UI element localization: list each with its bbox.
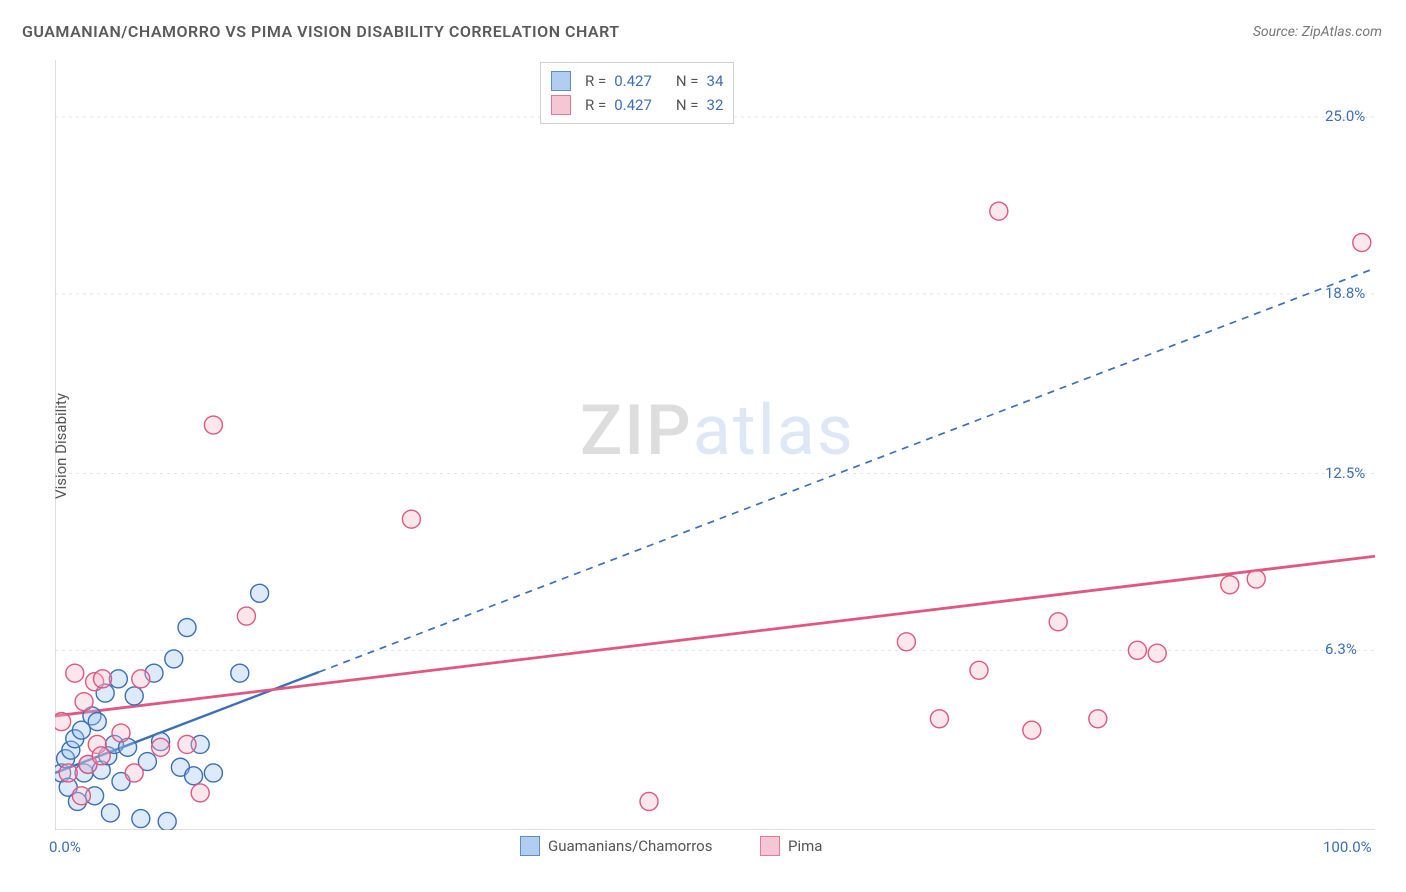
data-point (59, 764, 77, 782)
data-point (1247, 570, 1265, 588)
n-value: 32 (707, 93, 724, 117)
data-point (1089, 710, 1107, 728)
data-point (640, 792, 658, 810)
data-point (178, 735, 196, 753)
legend-swatch (760, 836, 780, 856)
n-label: N = (676, 69, 699, 93)
data-point (185, 767, 203, 785)
series-legend-item: Guamanians/Chamorros (520, 836, 712, 856)
legend-swatch (520, 836, 540, 856)
data-point (1023, 721, 1041, 739)
legend-swatch (551, 95, 571, 115)
series-legend-item: Pima (760, 836, 822, 856)
data-point (101, 804, 119, 822)
y-tick-label: 25.0% (1325, 107, 1365, 125)
data-point (251, 584, 269, 602)
data-point (132, 810, 150, 828)
data-point (1353, 234, 1371, 252)
data-point (66, 664, 84, 682)
data-point (204, 416, 222, 434)
y-tick-label: 18.8% (1325, 284, 1365, 302)
source-label: Source: ZipAtlas.com (1253, 24, 1382, 40)
stats-legend: R = 0.427 N = 34 R = 0.427 N = 32 (540, 62, 734, 124)
data-point (88, 713, 106, 731)
r-value: 0.427 (614, 93, 652, 117)
data-point (125, 764, 143, 782)
series-label: Guamanians/Chamorros (548, 837, 712, 855)
data-point (132, 670, 150, 688)
data-point (237, 607, 255, 625)
n-label: N = (676, 93, 699, 117)
data-point (178, 619, 196, 637)
stats-legend-row: R = 0.427 N = 34 (551, 69, 723, 93)
data-point (930, 710, 948, 728)
data-point (990, 202, 1008, 220)
data-point (897, 633, 915, 651)
data-point (125, 687, 143, 705)
data-point (55, 713, 71, 731)
data-point (402, 510, 420, 528)
r-value: 0.427 (614, 69, 652, 93)
data-point (1148, 644, 1166, 662)
data-point (191, 784, 209, 802)
r-label: R = (585, 93, 606, 117)
data-point (1049, 613, 1067, 631)
x-tick-label: 100.0% (1323, 838, 1372, 856)
series-label: Pima (788, 837, 822, 855)
data-point (1128, 641, 1146, 659)
data-point (112, 724, 130, 742)
r-label: R = (585, 69, 606, 93)
scatter-plot (55, 60, 1375, 830)
legend-swatch (551, 71, 571, 91)
data-point (970, 661, 988, 679)
chart-title: GUAMANIAN/CHAMORRO VS PIMA VISION DISABI… (22, 22, 620, 41)
y-tick-label: 6.3% (1325, 640, 1357, 658)
data-point (231, 664, 249, 682)
y-tick-label: 12.5% (1325, 464, 1365, 482)
data-point (92, 747, 110, 765)
data-point (94, 670, 112, 688)
data-point (204, 764, 222, 782)
data-point (152, 738, 170, 756)
data-point (158, 812, 176, 830)
data-point (165, 650, 183, 668)
x-tick-label: 0.0% (49, 838, 81, 856)
data-point (72, 787, 90, 805)
n-value: 34 (707, 69, 724, 93)
data-point (1221, 576, 1239, 594)
stats-legend-row: R = 0.427 N = 32 (551, 93, 723, 117)
data-point (75, 693, 93, 711)
